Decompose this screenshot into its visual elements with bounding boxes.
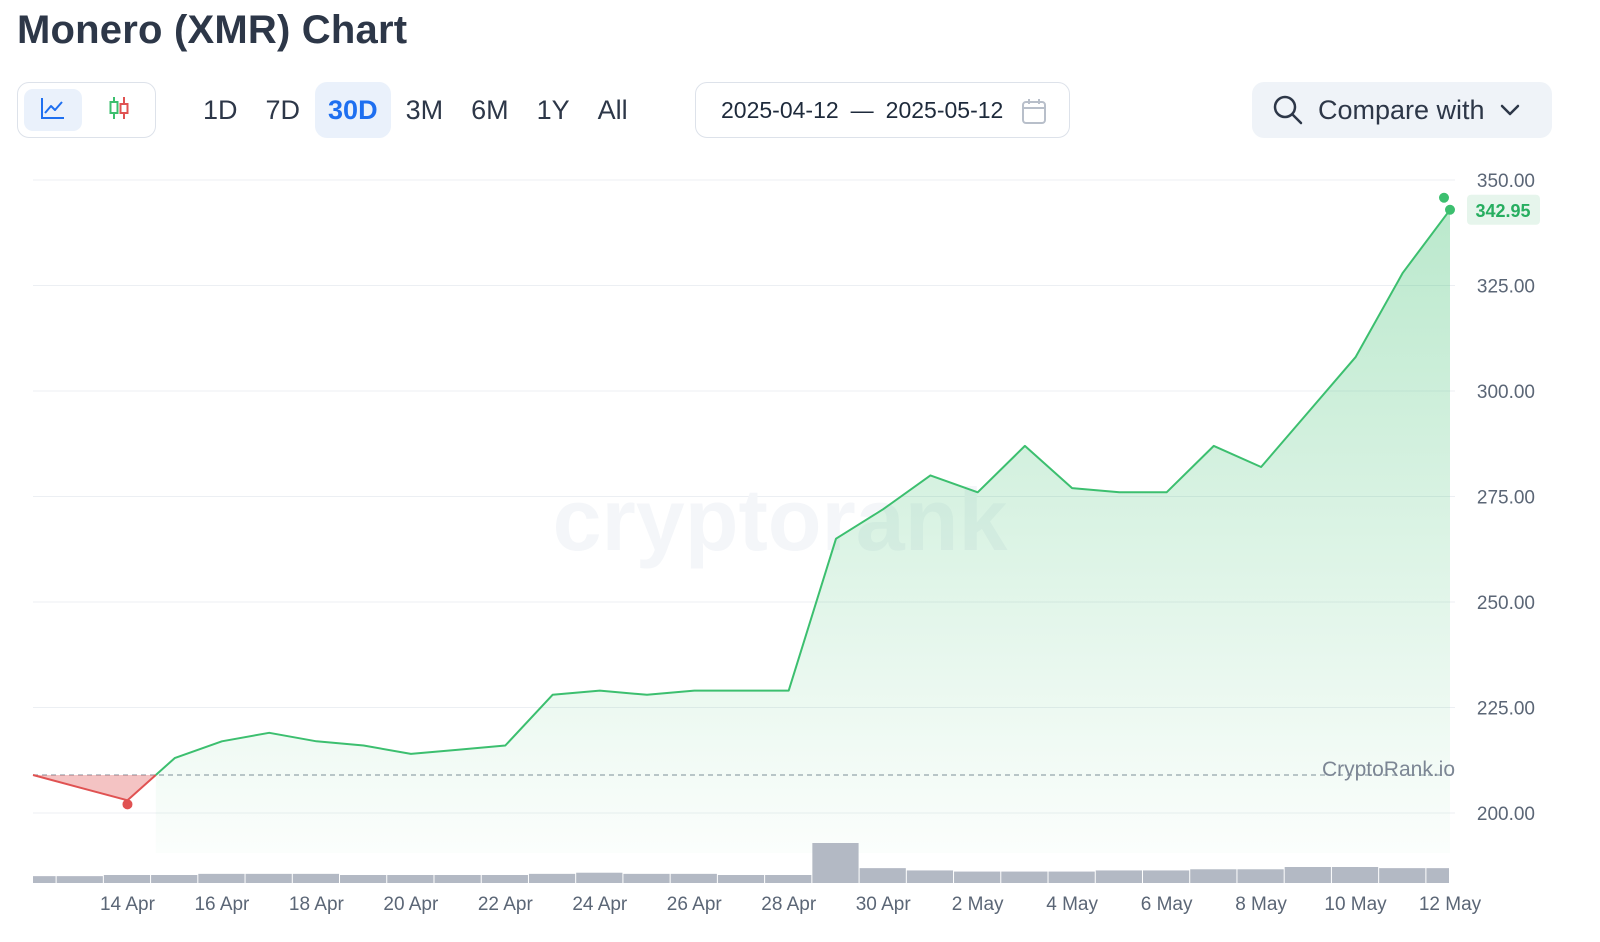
- volume-bar: [56, 876, 103, 883]
- price-area-up: [155, 209, 1450, 854]
- volume-bar: [906, 870, 954, 883]
- x-tick-label: 10 May: [1324, 894, 1387, 915]
- calendar-icon: [1021, 97, 1047, 131]
- range-button-30d[interactable]: 30D: [315, 82, 391, 138]
- volume-bar: [387, 875, 434, 883]
- volume-bar: [1331, 867, 1379, 883]
- volume-bar: [623, 873, 670, 883]
- x-tick-label: 28 Apr: [761, 894, 817, 915]
- volume-bar: [1190, 869, 1237, 883]
- x-tick-label: 20 Apr: [383, 894, 439, 915]
- last-point-marker: [1445, 204, 1455, 215]
- volume-bar: [576, 872, 623, 883]
- date-to: 2025-05-12: [885, 96, 1004, 123]
- volume-bar: [765, 875, 812, 883]
- x-tick-label: 14 Apr: [100, 894, 156, 915]
- volume-bar: [245, 873, 292, 883]
- volume-bar: [717, 875, 765, 883]
- volume-bar: [481, 875, 528, 883]
- volume-bar: [670, 873, 717, 883]
- range-button-1y[interactable]: 1Y: [536, 94, 570, 125]
- line-chart-button[interactable]: [24, 89, 82, 131]
- volume-bar: [1237, 869, 1284, 883]
- candlestick-icon: [107, 95, 131, 126]
- volume-bar: [1095, 870, 1142, 883]
- y-tick-label: 350.00: [1477, 171, 1535, 192]
- y-tick-label: 275.00: [1477, 488, 1535, 509]
- volume-bar: [434, 875, 481, 883]
- y-tick-label: 300.00: [1477, 382, 1535, 403]
- range-button-3m[interactable]: 3M: [405, 94, 444, 125]
- y-tick-label: 225.00: [1477, 699, 1535, 720]
- y-tick-label: 250.00: [1477, 593, 1535, 614]
- last-value-badge: [1467, 194, 1540, 225]
- x-tick-label: 22 Apr: [478, 894, 534, 915]
- chart-toolbar: 1D 7D 30D 3M 6M 1Y All 2025-04-12 — 2025-05-12…: [0, 82, 1600, 140]
- price-area-down: [33, 775, 156, 801]
- volume-bar: [1048, 871, 1095, 883]
- chevron-down-icon: [1499, 103, 1521, 117]
- date-from: 2025-04-12: [721, 96, 839, 123]
- x-tick-label: 26 Apr: [667, 894, 723, 915]
- volume-bar: [1379, 868, 1426, 883]
- volume-bar: [1284, 867, 1331, 883]
- volume-bar: [151, 875, 198, 883]
- x-tick-label: 6 May: [1141, 894, 1193, 915]
- price-line-down: [32, 774, 157, 802]
- volume-bar: [292, 873, 340, 883]
- compare-label: Compare with: [1318, 94, 1485, 125]
- x-tick-label: 8 May: [1235, 894, 1287, 915]
- low-point-marker: [122, 799, 133, 810]
- volume-bar: [33, 876, 56, 883]
- volume-bar: [340, 875, 387, 883]
- y-tick-label: 325.00: [1477, 277, 1535, 298]
- x-tick-label: 16 Apr: [194, 894, 250, 915]
- price-chart-svg: cryptorank 350.00325.00300.00275.00250.0…: [32, 171, 1540, 915]
- compare-with-dropdown[interactable]: Compare with: [1252, 82, 1552, 138]
- date-separator: —: [850, 96, 874, 123]
- volume-bar: [198, 873, 245, 883]
- high-point-marker: [1439, 192, 1449, 203]
- volume-bar: [812, 843, 859, 883]
- x-tick-label: 24 Apr: [572, 894, 628, 915]
- volume-bar: [954, 871, 1001, 883]
- range-button-6m[interactable]: 6M: [471, 94, 509, 125]
- volume-bar: [1001, 871, 1048, 883]
- y-tick-label: 200.00: [1477, 804, 1535, 825]
- last-value-label: 342.95: [1475, 201, 1530, 221]
- volume-bar: [103, 875, 151, 883]
- x-tick-label: 12 May: [1419, 894, 1482, 915]
- volume-bar: [1426, 868, 1449, 883]
- search-icon: [1272, 94, 1304, 126]
- price-chart[interactable]: cryptorank 350.00 325.00 300.00 275.00 250.0…: [0, 150, 1600, 942]
- line-chart-icon: [40, 96, 66, 125]
- credit-label: CryptoRank.io: [1322, 758, 1455, 781]
- volume-bar: [859, 868, 906, 883]
- chart-type-switch: [17, 82, 156, 138]
- candlestick-chart-button[interactable]: [90, 89, 148, 131]
- page-title: Monero (XMR) Chart: [17, 8, 408, 52]
- date-range-picker[interactable]: 2025-04-12 — 2025-05-12: [695, 82, 1070, 138]
- range-selector: 1D 7D 30D 3M 6M 1Y All: [190, 82, 643, 138]
- x-tick-label: 30 Apr: [856, 894, 912, 915]
- x-tick-label: 18 Apr: [289, 894, 345, 915]
- volume-bar: [1142, 870, 1190, 883]
- x-tick-label: 2 May: [952, 894, 1004, 915]
- x-tick-label: 4 May: [1046, 894, 1098, 915]
- range-button-7d[interactable]: 7D: [265, 94, 301, 125]
- range-button-all[interactable]: All: [597, 94, 628, 125]
- price-line-up: [155, 209, 1451, 776]
- volume-bar: [528, 873, 576, 883]
- range-button-1d[interactable]: 1D: [203, 94, 238, 125]
